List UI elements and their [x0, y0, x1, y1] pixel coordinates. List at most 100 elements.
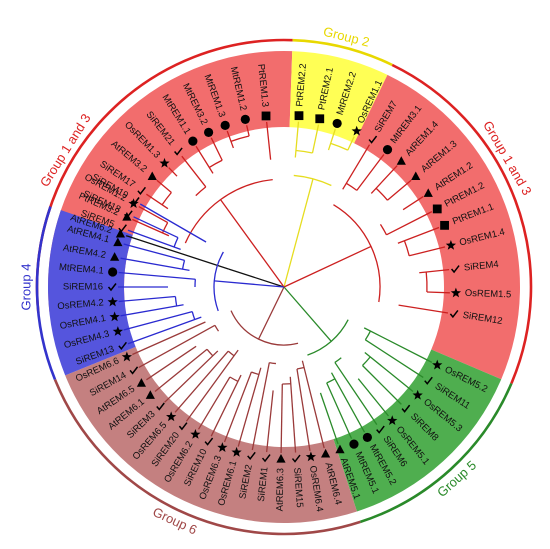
branch — [327, 128, 336, 151]
branch — [280, 383, 283, 453]
triangle-marker-icon — [411, 171, 421, 181]
branch — [311, 124, 320, 154]
circle-marker-icon — [332, 118, 342, 129]
branch — [326, 382, 353, 439]
branch — [266, 121, 272, 160]
group-sector-g2 — [289, 51, 388, 144]
branch — [123, 310, 193, 331]
branch — [195, 145, 214, 174]
leaf-label: PtREM1.3 — [255, 63, 270, 107]
check-marker-icon — [178, 422, 188, 431]
triangle-marker-icon — [335, 444, 345, 454]
circle-marker-icon — [240, 114, 250, 125]
circle-marker-icon — [382, 145, 393, 155]
branch-join — [251, 371, 260, 376]
branch — [132, 218, 170, 237]
leaf-label: AtREM6.3 — [275, 468, 287, 511]
branch-join — [161, 192, 172, 206]
check-marker-icon — [449, 309, 459, 319]
check-marker-icon — [107, 283, 117, 292]
branch — [226, 130, 234, 149]
star-marker-icon — [445, 239, 457, 250]
triangle-marker-icon — [113, 237, 123, 247]
leaf-label: SiREM1 — [256, 466, 271, 502]
branch — [296, 368, 311, 452]
branch — [289, 376, 297, 453]
branch — [386, 179, 412, 201]
branch — [138, 324, 216, 369]
leaf-label: SiREM4 — [463, 259, 499, 274]
branch — [237, 367, 262, 447]
leaf-label: SiREM15 — [291, 467, 305, 508]
group-arc-g13b — [391, 63, 533, 385]
trunk — [283, 286, 332, 342]
triangle-marker-icon — [396, 156, 406, 165]
branch — [181, 155, 207, 188]
star-marker-icon — [387, 415, 398, 426]
branch-join — [206, 348, 214, 357]
branch-join — [161, 222, 169, 234]
check-marker-icon — [137, 186, 147, 196]
square-marker-icon — [294, 111, 304, 121]
trunk — [283, 245, 372, 288]
triangle-marker-icon — [423, 188, 433, 197]
tree-branches — [118, 121, 450, 453]
group-sector-g6 — [65, 346, 357, 523]
check-marker-icon — [204, 437, 214, 446]
trunk — [214, 280, 285, 288]
square-marker-icon — [315, 114, 325, 124]
leaf-label: OsREM1.5 — [465, 288, 512, 301]
branch — [210, 374, 242, 437]
branch — [132, 321, 206, 356]
branch — [156, 179, 172, 194]
branch — [330, 372, 366, 433]
square-marker-icon — [261, 111, 271, 121]
branch-join — [425, 271, 428, 293]
branch — [164, 350, 219, 403]
triangle-marker-icon — [110, 252, 120, 261]
branch — [125, 235, 230, 270]
branch — [246, 125, 250, 137]
branch — [334, 362, 378, 425]
triangle-marker-icon — [136, 378, 147, 387]
branch — [120, 304, 184, 317]
check-marker-icon — [368, 135, 378, 144]
branch — [362, 365, 402, 405]
branch-join — [214, 324, 220, 332]
branch — [146, 345, 197, 381]
circle-marker-icon — [220, 120, 230, 130]
check-marker-icon — [376, 425, 385, 434]
branch — [347, 136, 355, 151]
branch-join — [195, 186, 207, 197]
group-label-g2: Group 2 — [322, 24, 371, 50]
branch-join — [334, 357, 342, 363]
group-sector-g5 — [333, 349, 502, 512]
square-marker-icon — [440, 220, 449, 230]
branch-join — [345, 182, 358, 191]
circle-marker-icon — [204, 127, 214, 138]
branch — [426, 291, 450, 294]
branch-join — [229, 376, 239, 382]
branch — [210, 137, 223, 161]
branch — [146, 193, 169, 210]
star-marker-icon — [412, 389, 423, 400]
branch — [409, 246, 446, 257]
branch — [133, 216, 179, 239]
branch — [138, 205, 168, 224]
circle-marker-icon — [188, 136, 198, 146]
check-marker-icon — [156, 402, 165, 411]
branch-join — [230, 135, 250, 142]
branch — [154, 348, 208, 392]
leaf-label: SiREM16 — [63, 282, 103, 293]
branch-join — [208, 159, 223, 168]
branch-join — [375, 187, 388, 201]
branch — [223, 371, 252, 443]
branch — [386, 211, 433, 236]
circle-marker-icon — [349, 439, 359, 449]
branch — [301, 360, 325, 449]
branch — [419, 269, 450, 274]
check-marker-icon — [401, 404, 411, 413]
branch-join — [364, 330, 372, 341]
star-marker-icon — [190, 429, 201, 439]
